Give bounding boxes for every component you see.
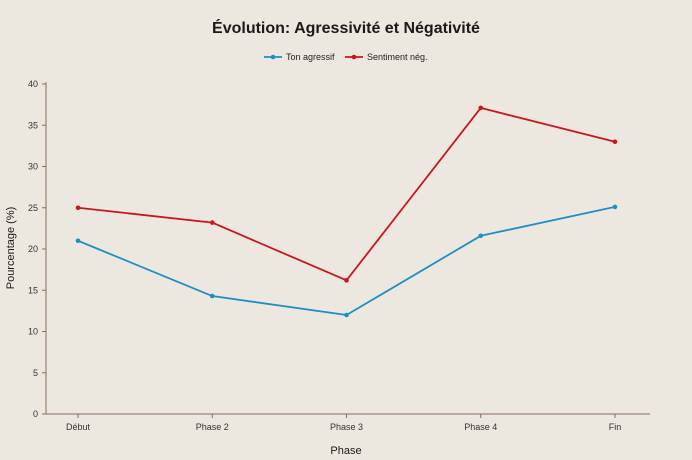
x-axis-label: Phase <box>330 445 361 457</box>
data-point <box>344 312 349 318</box>
y-tick-label: 40 <box>28 79 38 89</box>
x-tick-label: Fin <box>609 422 622 432</box>
y-axis: 0 5 10 15 20 25 30 35 40 <box>28 79 47 419</box>
legend-marker <box>270 54 276 60</box>
y-tick-label: 5 <box>33 368 38 378</box>
series-1 <box>75 105 618 283</box>
x-tick-label: Début <box>66 422 91 432</box>
data-point <box>209 220 215 225</box>
x-axis: Début Phase 2 Phase 3 Phase 4 Fin <box>46 413 650 432</box>
data-point <box>75 205 81 211</box>
legend-item: Ton agressif <box>264 52 335 62</box>
data-point <box>612 139 618 145</box>
y-axis-label: Pourcentage (%) <box>5 207 17 290</box>
series-line <box>77 107 616 282</box>
y-tick-label: 0 <box>33 409 38 419</box>
y-tick-label: 35 <box>28 120 38 130</box>
x-tick-label: Phase 3 <box>330 422 363 432</box>
legend-label: Ton agressif <box>286 52 335 62</box>
y-tick-label: 30 <box>28 162 38 172</box>
legend-marker <box>351 54 357 60</box>
data-point <box>75 238 81 244</box>
data-point <box>344 278 349 283</box>
legend-item: Sentiment nég. <box>345 52 428 62</box>
series-0 <box>75 204 618 318</box>
data-point <box>209 293 215 299</box>
y-tick-label: 20 <box>28 244 38 254</box>
data-point <box>612 204 618 210</box>
data-point <box>478 233 484 239</box>
legend-label: Sentiment nég. <box>367 52 428 62</box>
series-line <box>77 206 616 316</box>
y-tick-label: 15 <box>28 285 38 295</box>
y-tick-label: 25 <box>28 203 38 213</box>
x-tick-label: Phase 4 <box>464 422 497 432</box>
chart-title: Évolution: Agressivité et Négativité <box>212 18 480 37</box>
data-point <box>478 105 484 111</box>
legend: Ton agressif Sentiment nég. <box>264 52 428 62</box>
y-tick-label: 10 <box>28 327 38 337</box>
series-layer <box>75 105 618 318</box>
x-tick-label: Phase 2 <box>196 422 229 432</box>
